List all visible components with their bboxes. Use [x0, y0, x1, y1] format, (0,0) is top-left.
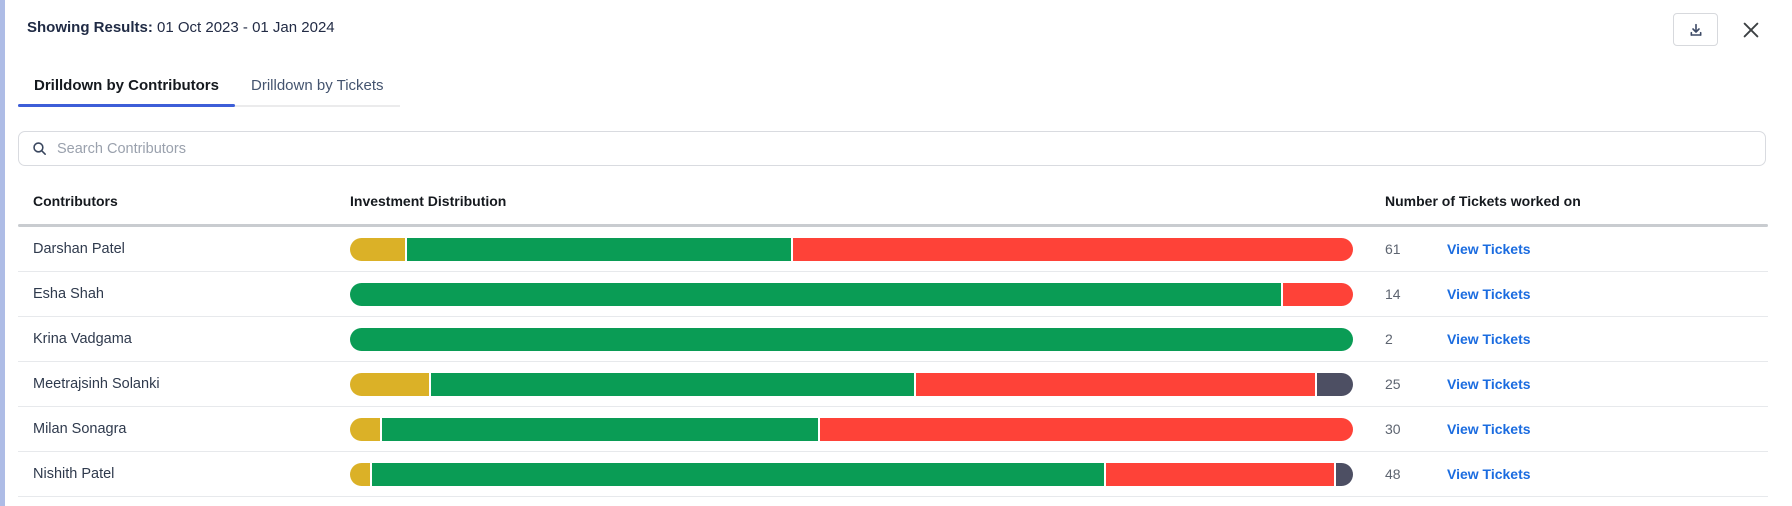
distribution-bar-cell	[350, 462, 1353, 486]
bar-segment-red	[1106, 462, 1334, 486]
top-actions	[1673, 13, 1766, 46]
contributor-name: Esha Shah	[33, 286, 104, 302]
bar-segment-yellow	[350, 372, 430, 396]
tickets-count: 30	[1385, 421, 1401, 437]
contributor-name: Milan Sonagra	[33, 421, 127, 437]
bar-segment-green	[431, 372, 914, 396]
table-header-row: Contributors Investment Distribution Num…	[18, 178, 1768, 224]
bar-segment-red	[915, 372, 1315, 396]
search-bar	[18, 131, 1766, 166]
showing-results-text: Showing Results: 01 Oct 2023 - 01 Jan 20…	[27, 13, 335, 36]
bar-segment-yellow	[350, 237, 406, 261]
view-tickets-link[interactable]: View Tickets	[1447, 420, 1531, 437]
tickets-count: 61	[1385, 241, 1401, 257]
view-tickets-link[interactable]: View Tickets	[1447, 285, 1531, 302]
bar-segment-green	[382, 417, 819, 441]
table-row: Krina Vadgama 2 View Tickets	[18, 317, 1768, 362]
tickets-count: 25	[1385, 376, 1401, 392]
bar-segment-green	[350, 327, 1353, 351]
close-icon	[1740, 19, 1762, 41]
distribution-bar	[350, 462, 1353, 486]
view-tickets-link[interactable]: View Tickets	[1447, 330, 1531, 347]
view-tickets-link[interactable]: View Tickets	[1447, 465, 1531, 482]
table-body: Darshan Patel 61 View Tickets Esha Shah 14 Vi…	[18, 227, 1768, 497]
bar-segment-yellow	[350, 417, 381, 441]
column-header-investment-distribution: Investment Distribution	[350, 193, 507, 209]
bar-segment-red	[1282, 282, 1353, 306]
distribution-bar-cell	[350, 282, 1353, 306]
column-header-tickets-worked-on: Number of Tickets worked on	[1385, 193, 1581, 209]
tickets-count: 48	[1385, 466, 1401, 482]
panel-left-accent-strip	[0, 0, 5, 506]
bar-segment-red	[820, 417, 1353, 441]
close-button[interactable]	[1736, 15, 1766, 45]
table-row: Meetrajsinh Solanki 25 View Tickets	[18, 362, 1768, 407]
table-row: Esha Shah 14 View Tickets	[18, 272, 1768, 317]
bar-segment-green	[407, 237, 792, 261]
contributors-table: Contributors Investment Distribution Num…	[18, 178, 1768, 497]
distribution-bar	[350, 327, 1353, 351]
distribution-bar-cell	[350, 372, 1353, 396]
topbar: Showing Results: 01 Oct 2023 - 01 Jan 20…	[5, 0, 1792, 46]
view-tickets-link[interactable]: View Tickets	[1447, 375, 1531, 392]
distribution-bar	[350, 372, 1353, 396]
tab-drilldown-by-contributors[interactable]: Drilldown by Contributors	[18, 66, 235, 107]
contributor-name: Nishith Patel	[33, 466, 115, 482]
bar-segment-green	[350, 282, 1281, 306]
search-icon	[31, 140, 48, 157]
distribution-bar-cell	[350, 237, 1353, 261]
table-row: Darshan Patel 61 View Tickets	[18, 227, 1768, 272]
tickets-count: 14	[1385, 286, 1401, 302]
tickets-count: 2	[1385, 331, 1393, 347]
bar-segment-dark	[1316, 372, 1353, 396]
bar-segment-green	[372, 462, 1105, 486]
view-tickets-link[interactable]: View Tickets	[1447, 240, 1531, 257]
distribution-bar	[350, 417, 1353, 441]
download-button[interactable]	[1673, 13, 1718, 46]
tab-drilldown-by-tickets[interactable]: Drilldown by Tickets	[251, 77, 384, 94]
contributor-name: Meetrajsinh Solanki	[33, 376, 160, 392]
distribution-bar	[350, 237, 1353, 261]
contributor-name: Krina Vadgama	[33, 331, 132, 347]
distribution-bar	[350, 282, 1353, 306]
bar-segment-red	[793, 237, 1353, 261]
header-divider	[18, 224, 1768, 227]
search-input[interactable]	[57, 140, 1753, 157]
download-icon	[1688, 22, 1704, 38]
contributor-name: Darshan Patel	[33, 241, 125, 257]
distribution-bar-cell	[350, 327, 1353, 351]
bar-segment-dark	[1335, 462, 1353, 486]
distribution-bar-cell	[350, 417, 1353, 441]
date-range: 01 Oct 2023 - 01 Jan 2024	[152, 19, 335, 36]
tab-bar: Drilldown by Contributors Drilldown by T…	[18, 66, 400, 107]
column-header-contributors: Contributors	[33, 193, 118, 209]
showing-results-label: Showing Results:	[27, 19, 153, 36]
table-row: Nishith Patel 48 View Tickets	[18, 452, 1768, 497]
bar-segment-yellow	[350, 462, 371, 486]
table-row: Milan Sonagra 30 View Tickets	[18, 407, 1768, 452]
